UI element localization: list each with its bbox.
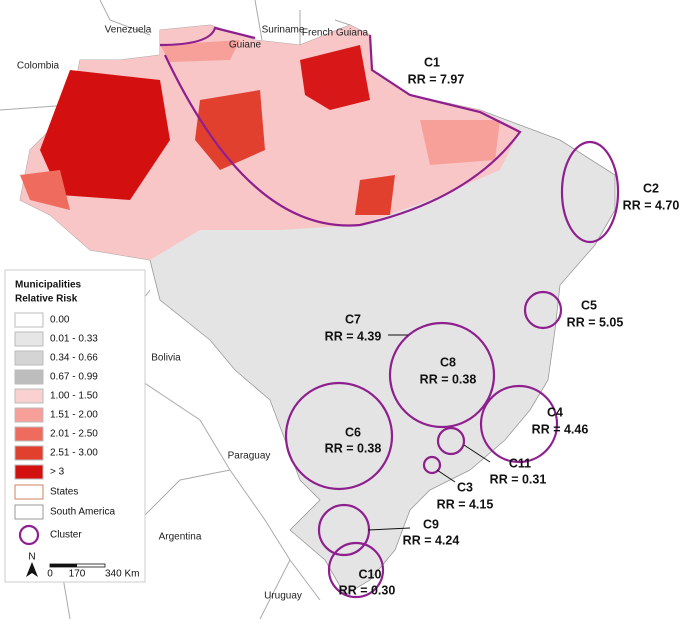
legend-swatch (14, 464, 44, 480)
cluster-name: C8 (440, 355, 456, 369)
legend-swatch (14, 504, 44, 520)
scale-label: 340 Km (105, 569, 139, 580)
legend-label: 0.01 - 0.33 (50, 334, 98, 345)
country-label: Bolivia (151, 353, 181, 364)
cluster-rr: RR = 0.31 (490, 472, 547, 486)
legend-swatch (14, 445, 44, 461)
cluster-name: C5 (581, 298, 597, 312)
legend-swatch (14, 388, 44, 404)
legend-title: Municipalities (15, 280, 82, 291)
legend-swatch (14, 350, 44, 366)
cluster-name: C3 (457, 480, 473, 494)
legend-swatch (14, 331, 44, 347)
cluster-rr: RR = 0.38 (325, 441, 382, 455)
neighbor-borders (0, 0, 351, 620)
risk-patches (20, 40, 500, 215)
legend-label: States (50, 487, 78, 498)
north-arrow (26, 562, 38, 577)
cluster-name: C9 (423, 517, 439, 531)
country-label: Venezuela (105, 25, 152, 36)
country-label: Guiane (229, 40, 262, 51)
cluster-rr: RR = 7.97 (408, 72, 465, 86)
legend-label: 1.51 - 2.00 (50, 410, 98, 421)
legend-label: Cluster (50, 530, 82, 541)
cluster-rr: RR = 4.70 (623, 198, 680, 212)
legend: Municipalities Relative Risk 0.00 0.01 - 0.… (4, 269, 146, 583)
cluster-rr: RR = 5.05 (567, 315, 624, 329)
cluster-name: C2 (643, 181, 659, 195)
legend-label: South America (50, 507, 115, 518)
legend-title: Relative Risk (15, 294, 78, 305)
legend-label: 0.00 (50, 315, 70, 326)
legend-label: 0.67 - 0.99 (50, 372, 98, 383)
country-label: Paraguay (228, 451, 271, 462)
legend-swatch (18, 524, 40, 546)
scale-label: 170 (69, 569, 86, 580)
legend-label: 2.01 - 2.50 (50, 429, 98, 440)
cluster-name: C4 (547, 405, 563, 419)
leader-lines (367, 334, 491, 531)
cluster-rr: RR = 4.46 (532, 422, 589, 436)
cluster-rr: RR = 4.15 (437, 497, 494, 511)
cluster-name: C1 (424, 55, 440, 69)
country-label: Argentina (159, 532, 202, 543)
legend-swatch (14, 407, 44, 423)
legend-label: 0.34 - 0.66 (50, 353, 98, 364)
scale-bar (50, 564, 77, 567)
north-label: N (28, 552, 35, 563)
legend-swatch (14, 369, 44, 385)
legend-label: > 3 (50, 467, 65, 478)
cluster-name: C10 (359, 567, 382, 581)
country-label: French Guiana (302, 28, 369, 39)
cluster-rr: RR = 0.38 (420, 372, 477, 386)
cluster-name: C6 (345, 425, 361, 439)
legend-swatch (14, 484, 44, 500)
legend-swatch (14, 426, 44, 442)
legend-label: 1.00 - 1.50 (50, 391, 98, 402)
country-label: Uruguay (264, 591, 302, 602)
scale-label: 0 (47, 569, 53, 580)
cluster-name: C7 (345, 312, 361, 326)
cluster-name: C11 (509, 456, 531, 470)
cluster-rr: RR = 4.24 (403, 533, 460, 547)
country-label: Suriname (262, 25, 305, 36)
cluster-rr: RR = 4.39 (325, 329, 382, 343)
cluster-rr: RR = 0.30 (339, 583, 396, 597)
country-label: Colombia (17, 61, 60, 72)
legend-swatch (14, 312, 44, 328)
legend-label: 2.51 - 3.00 (50, 448, 98, 459)
